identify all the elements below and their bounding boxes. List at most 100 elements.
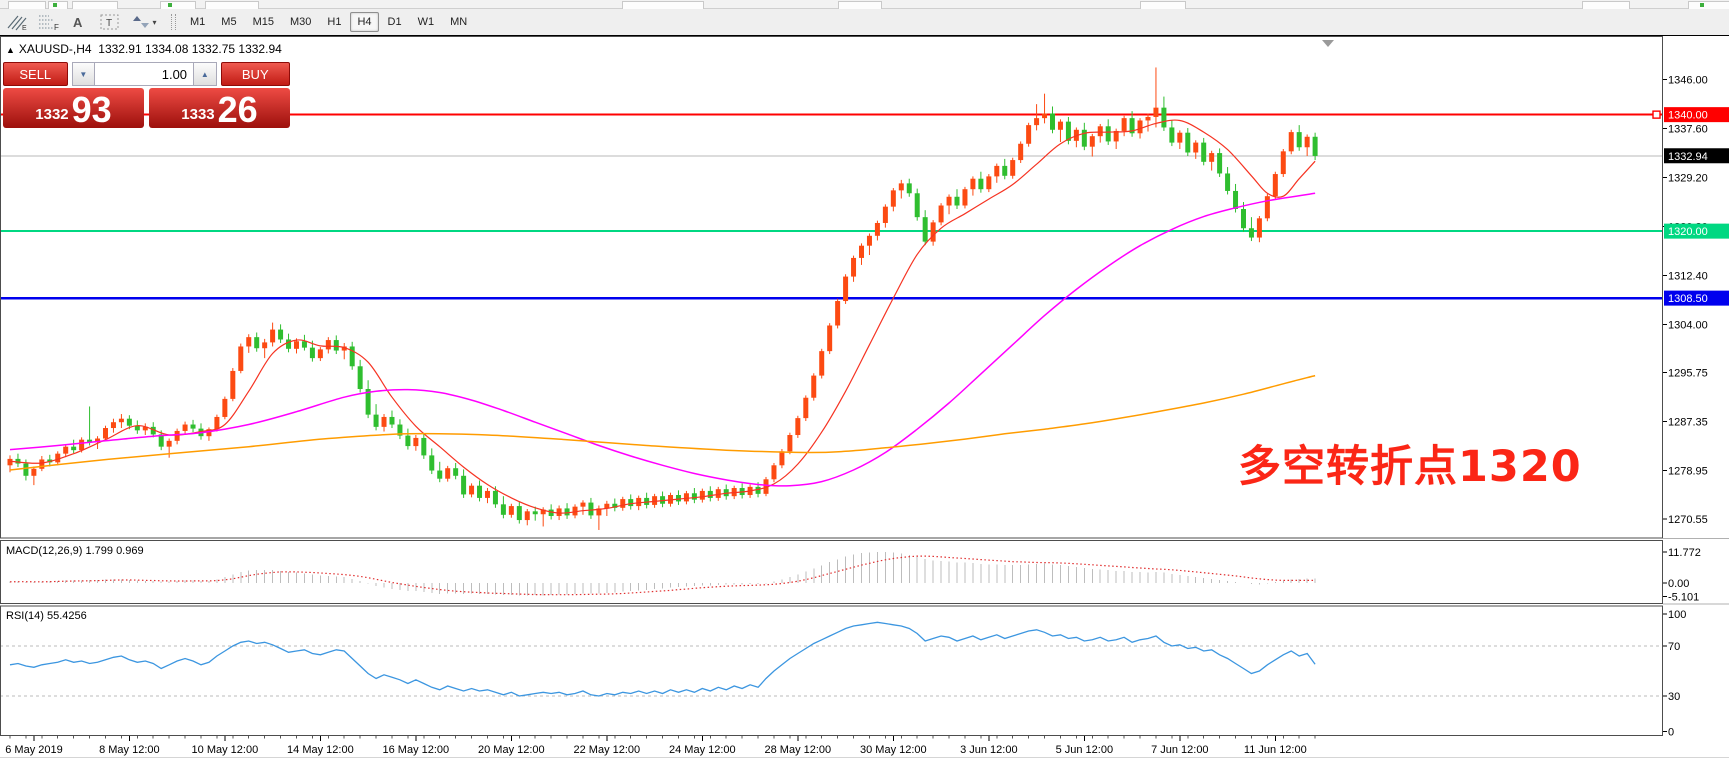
macd-panel [9, 552, 1316, 596]
timeframe-w1[interactable]: W1 [417, 16, 435, 28]
ma-fast-red [9, 119, 1316, 514]
text-icon[interactable]: A [65, 10, 93, 34]
time-axis-label: 11 Jun 12:00 [1244, 744, 1307, 756]
candle-body [843, 276, 849, 302]
candle-body [1248, 228, 1254, 238]
candle-body [1169, 127, 1175, 143]
candle-body [1240, 209, 1246, 229]
line-handle[interactable] [1652, 110, 1661, 119]
svg-text:F: F [54, 23, 59, 31]
panel-border [0, 605, 1663, 736]
candle-body [620, 499, 626, 508]
price-tick-label: 1346.00 [1668, 75, 1708, 87]
candle-body [87, 439, 93, 443]
candle-body [309, 347, 315, 359]
candle-body [827, 325, 833, 352]
rsi-line [9, 621, 1316, 697]
candle-body [898, 183, 904, 191]
candle-body [429, 455, 435, 471]
candle-body [1105, 126, 1111, 142]
time-axis-label: 10 May 12:00 [192, 744, 259, 756]
fibonacci-icon[interactable]: F [34, 10, 62, 34]
timeframe-m1[interactable]: M1 [190, 16, 206, 28]
price-tick-label: 1287.35 [1668, 416, 1708, 428]
candle-body [23, 463, 29, 476]
candle-body [1225, 173, 1231, 191]
chart-canvas[interactable]: 1346.001337.601329.201320.801312.401304.… [0, 35, 1729, 761]
text-label-icon[interactable]: T [96, 10, 124, 34]
timeframe-h4[interactable]: H4 [350, 12, 379, 32]
candle-body [580, 502, 586, 507]
symbol-title: XAUUSD-,H4 [18, 42, 92, 56]
chart-shift-marker[interactable] [1322, 40, 1334, 47]
sell-button[interactable]: SELL [3, 62, 68, 86]
candle-body [882, 206, 888, 223]
time-axis[interactable]: 6 May 2019 8 May 12:00 10 May 12:00 14 May … [5, 736, 1316, 756]
time-axis-label: 24 May 12:00 [669, 744, 736, 756]
collapse-icon[interactable]: ▲ [6, 45, 15, 55]
candle-body [683, 493, 689, 502]
candle-body [1288, 132, 1294, 152]
time-axis-label: 5 Jun 12:00 [1056, 744, 1114, 756]
rsi-tick-label: 0 [1668, 727, 1674, 739]
time-axis-label: 6 May 2019 [5, 744, 62, 756]
price-axis-box-label: 1320.00 [1668, 226, 1708, 238]
candle-body [803, 397, 809, 419]
arrows-icon[interactable]: ▾ [127, 10, 161, 34]
toolbar-drag-handle[interactable] [171, 14, 176, 30]
candle-body [1129, 118, 1135, 134]
buy-button[interactable]: BUY [220, 62, 290, 86]
candle-body [938, 205, 944, 223]
price-axis: 1346.001337.601329.201320.801312.401304.… [1663, 75, 1729, 739]
candle-body [373, 414, 379, 427]
toolbar-fragment [622, 1, 704, 9]
candle-body [962, 189, 968, 206]
candle-body [763, 479, 769, 494]
candle-body [381, 416, 387, 427]
timeframe-mn[interactable]: MN [450, 16, 468, 28]
rsi-indicator-label: RSI(14) 55.4256 [6, 610, 87, 622]
candle-body [1145, 116, 1151, 121]
panel-border [0, 36, 1663, 539]
candle-body [588, 502, 594, 516]
chart-background [0, 35, 1729, 761]
candle-body [564, 508, 570, 516]
candle-body [866, 235, 872, 246]
candle-body [1113, 130, 1119, 142]
candle-body [1264, 196, 1270, 219]
timeframe-d1[interactable]: D1 [387, 16, 402, 28]
candle-body [405, 435, 411, 447]
svg-text:T: T [106, 18, 112, 29]
time-axis-label: 30 May 12:00 [860, 744, 927, 756]
toolbar-fragment [48, 1, 68, 9]
candle-body [978, 178, 984, 190]
price-tick-label: 1312.40 [1668, 270, 1708, 282]
candle-body [278, 329, 284, 340]
price-axis-box-label: 1308.50 [1668, 293, 1708, 305]
candle-body [445, 468, 451, 479]
candle-body [1209, 153, 1215, 162]
candle-body [95, 438, 101, 443]
volume-increase-button[interactable]: ▲ [193, 62, 217, 86]
candle-body [421, 437, 427, 456]
volume-decrease-button[interactable]: ▼ [71, 62, 96, 86]
bid-price-major: 1332 [35, 106, 69, 123]
ask-price-panel[interactable]: 1333 26 [149, 88, 290, 128]
candle-body [31, 468, 37, 476]
bid-price-panel[interactable]: 1332 93 [3, 88, 144, 128]
candle-body [166, 440, 172, 447]
candle-body [150, 426, 156, 435]
candle-body [461, 475, 467, 495]
candle-body [286, 339, 292, 349]
candle-body [110, 422, 116, 429]
volume-input[interactable] [95, 62, 194, 86]
timeframe-m30[interactable]: M30 [289, 16, 312, 28]
timeframe-h1[interactable]: H1 [327, 16, 342, 28]
timeframe-m15[interactable]: M15 [252, 16, 274, 28]
candle-body [508, 506, 514, 515]
time-axis-label: 16 May 12:00 [383, 744, 450, 756]
timeframe-m5[interactable]: M5 [221, 16, 237, 28]
equidistant-channel-icon[interactable]: E [3, 10, 31, 34]
candle-body [771, 465, 777, 480]
candle-body [246, 337, 252, 347]
